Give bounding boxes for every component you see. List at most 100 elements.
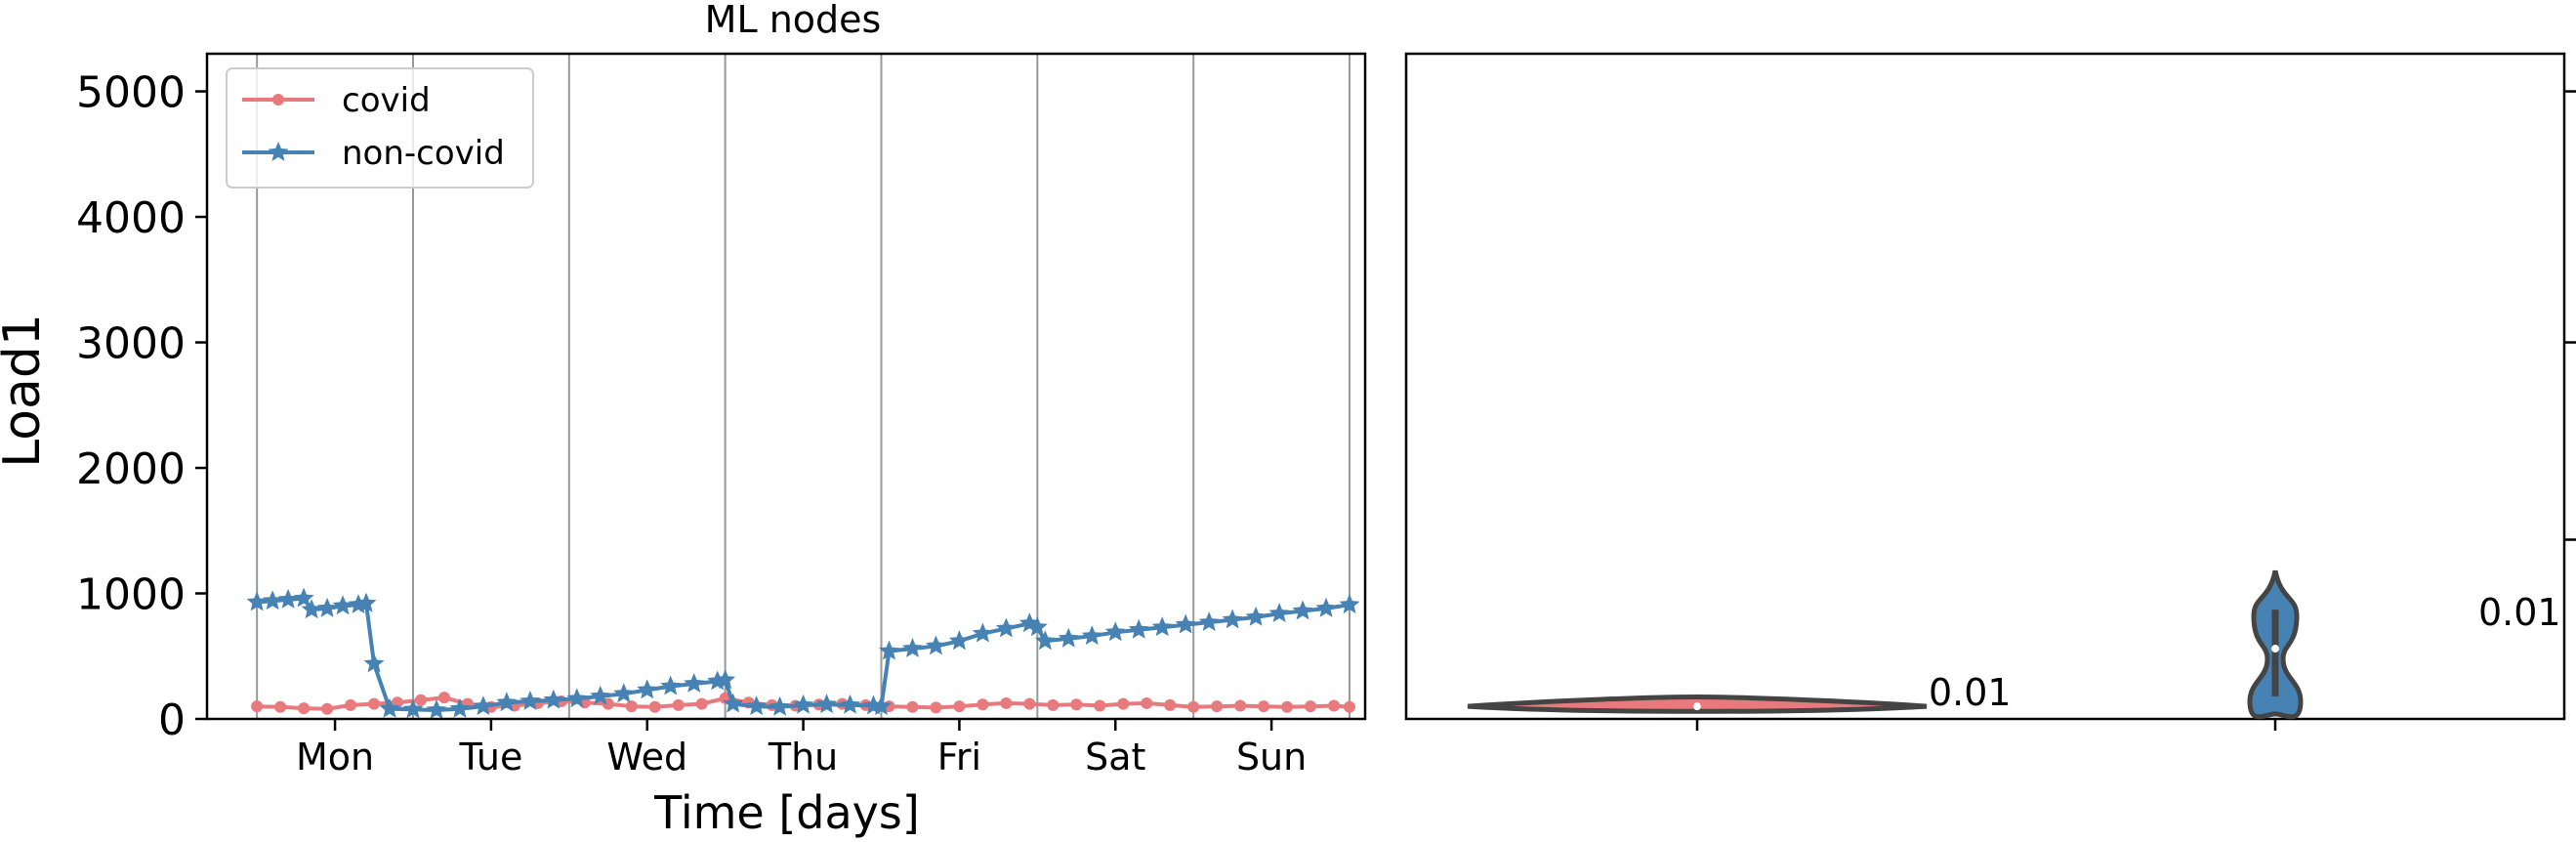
data-point xyxy=(566,688,588,708)
data-point xyxy=(293,587,314,608)
data-point xyxy=(316,597,338,617)
data-point xyxy=(321,702,334,715)
data-point xyxy=(1026,616,1048,637)
data-point xyxy=(926,635,946,655)
legend-label: covid xyxy=(342,81,431,120)
violin-median xyxy=(2271,645,2279,653)
data-point xyxy=(1305,700,1317,713)
data-point xyxy=(1222,609,1243,629)
data-point xyxy=(1023,697,1036,710)
legend-marker xyxy=(272,94,284,105)
data-point xyxy=(906,700,919,713)
legend-marker xyxy=(268,142,289,161)
data-point xyxy=(277,588,299,609)
data-point xyxy=(402,698,424,719)
data-point xyxy=(1268,603,1290,622)
data-point xyxy=(449,697,471,718)
data-point xyxy=(301,599,322,619)
violin-annotation: 0.01 xyxy=(1929,671,2012,714)
data-point xyxy=(625,700,638,713)
data-point xyxy=(543,689,564,709)
data-point xyxy=(1128,618,1149,639)
data-point xyxy=(1070,698,1083,711)
data-point xyxy=(723,693,744,713)
data-point xyxy=(1187,700,1200,713)
x-tick-label: Mon xyxy=(296,736,374,779)
x-tick-label: Fri xyxy=(937,736,981,779)
data-point xyxy=(793,694,813,714)
data-point xyxy=(251,700,264,713)
data-point xyxy=(368,697,381,710)
data-point xyxy=(274,700,287,713)
legend: covid non-covid xyxy=(226,67,534,189)
data-point xyxy=(298,702,311,715)
left-chart-panel: ML nodes Load1 Time [days] 0 1000 2000 3000… xyxy=(0,0,1367,839)
data-point xyxy=(355,592,377,612)
violin-non-covid xyxy=(2247,569,2304,720)
data-point xyxy=(660,675,682,695)
data-point xyxy=(1117,697,1130,710)
x-tick-label: Sun xyxy=(1236,736,1307,779)
data-point xyxy=(1234,699,1247,712)
data-point xyxy=(1164,698,1177,711)
x-tick-label: Sat xyxy=(1085,736,1145,779)
legend-entry-covid: covid xyxy=(242,81,431,120)
data-point xyxy=(1175,613,1196,634)
data-point xyxy=(769,695,791,716)
data-point xyxy=(995,617,1017,638)
data-point xyxy=(1328,699,1341,712)
data-point xyxy=(1245,606,1267,626)
data-point xyxy=(246,591,268,611)
data-point xyxy=(976,698,989,711)
data-point xyxy=(684,673,705,693)
violin-annotation: 0.01 xyxy=(2478,591,2561,634)
left-plot-frame xyxy=(205,52,1367,721)
data-point xyxy=(1198,611,1220,631)
data-point xyxy=(648,700,661,713)
data-point xyxy=(345,698,357,711)
x-tick-label: Thu xyxy=(768,736,838,779)
data-point xyxy=(1034,630,1056,651)
series-non-covid xyxy=(246,587,1360,719)
right-plot-frame xyxy=(1404,52,2566,721)
data-point xyxy=(1000,696,1013,709)
data-point xyxy=(637,679,658,699)
legend-entry-non-covid: non-covid xyxy=(242,134,505,173)
violin-covid xyxy=(1467,695,1928,714)
data-point xyxy=(972,622,993,643)
data-point xyxy=(672,698,685,711)
violin-median xyxy=(1693,702,1701,711)
data-point xyxy=(746,695,768,716)
data-point xyxy=(816,694,837,714)
data-point xyxy=(363,653,385,673)
data-point xyxy=(1339,594,1360,613)
y-axis-label: Load1 xyxy=(0,314,52,468)
y-tick-label: 2000 xyxy=(76,444,186,494)
data-point xyxy=(332,595,353,615)
data-point xyxy=(879,640,899,660)
data-point xyxy=(1281,700,1294,713)
data-point xyxy=(414,694,427,706)
data-point xyxy=(1258,700,1270,713)
data-point xyxy=(1292,600,1313,620)
data-point xyxy=(871,695,892,716)
data-point xyxy=(695,697,708,710)
y-tick-label: 1000 xyxy=(76,570,186,620)
data-point xyxy=(953,700,966,713)
legend-label: non-covid xyxy=(342,134,505,173)
data-point xyxy=(1094,699,1106,712)
data-point xyxy=(590,685,611,705)
data-point xyxy=(426,699,447,719)
data-point xyxy=(262,590,283,610)
right-chart-panel: 0.01 0.01 xyxy=(1404,52,2576,731)
chart-title: ML nodes xyxy=(705,0,882,41)
data-point xyxy=(496,692,518,712)
y-tick-label: 0 xyxy=(158,695,186,745)
data-point xyxy=(613,683,635,703)
data-point xyxy=(1211,700,1224,713)
data-point xyxy=(949,630,970,651)
data-point xyxy=(1047,698,1059,711)
violin-iqr-box xyxy=(2271,610,2279,696)
data-point xyxy=(1104,621,1126,642)
data-point xyxy=(1315,597,1337,617)
